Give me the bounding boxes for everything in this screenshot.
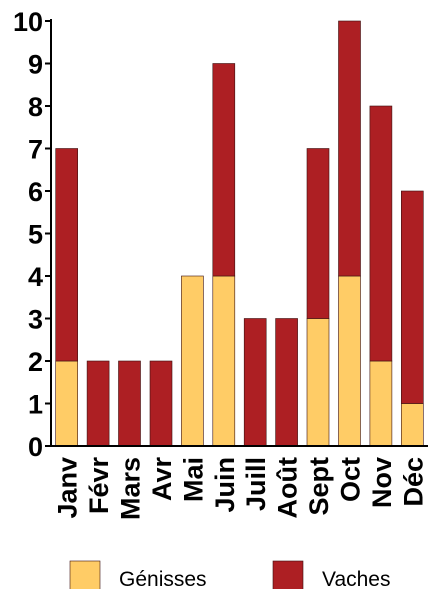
y-tick-label: 6 (28, 177, 43, 207)
legend-label-vaches: Vaches (322, 568, 391, 589)
x-tick-label-mars: Mars (116, 457, 146, 520)
x-tick-label-oct: Oct (336, 457, 366, 502)
x-tick-label-juin: Juin (210, 457, 240, 513)
bar-genisses-janv (55, 360, 79, 447)
x-tick-label-juill: Juill (241, 457, 271, 511)
y-tick-label: 8 (28, 92, 43, 122)
bar-vaches-dec (400, 190, 424, 404)
x-tick-label-janv: Janv (53, 457, 83, 519)
legend-swatch-vaches (272, 560, 304, 589)
x-tick-label-avr: Avr (147, 457, 177, 502)
y-tick-label: 2 (28, 347, 43, 377)
bar-vaches-oct (338, 20, 361, 277)
bar-vaches-juin (212, 63, 236, 277)
x-tick-label-aout: Août (273, 457, 303, 518)
y-tick-label: 7 (28, 135, 43, 165)
bar-vaches-avr (149, 360, 173, 447)
bar-vaches-nov (369, 105, 393, 362)
x-tick-label-sept: Sept (304, 457, 334, 516)
bar-genisses-mai (181, 275, 204, 447)
bar-genisses-oct (338, 275, 361, 447)
bar-genisses-nov (369, 360, 393, 447)
x-tick-label-nov: Nov (367, 457, 397, 508)
legend-label-genisses: Génisses (119, 568, 207, 589)
bar-genisses-juin (212, 275, 236, 447)
bar-vaches-juill (243, 318, 267, 447)
bar-genisses-sept (306, 318, 330, 447)
bar-vaches-mars (118, 360, 141, 447)
y-tick-label: 9 (28, 50, 43, 80)
x-tick-label-dec: Déc (398, 457, 428, 507)
legend-swatch-genisses (69, 560, 101, 589)
bar-genisses-dec (400, 403, 424, 447)
y-tick-label: 1 (28, 390, 43, 420)
x-tick-label-fevr: Févr (84, 457, 114, 515)
y-tick-label: 10 (13, 7, 43, 37)
y-tick-label: 4 (28, 262, 43, 292)
bar-vaches-sept (306, 148, 330, 319)
bar-vaches-janv (55, 148, 79, 362)
x-tick-label-mai: Mai (178, 457, 208, 502)
bar-vaches-aout (275, 318, 298, 447)
y-tick-label: 3 (28, 305, 43, 335)
y-tick-label: 5 (28, 220, 43, 250)
bar-vaches-fevr (86, 360, 110, 447)
y-tick-label: 0 (28, 432, 43, 462)
